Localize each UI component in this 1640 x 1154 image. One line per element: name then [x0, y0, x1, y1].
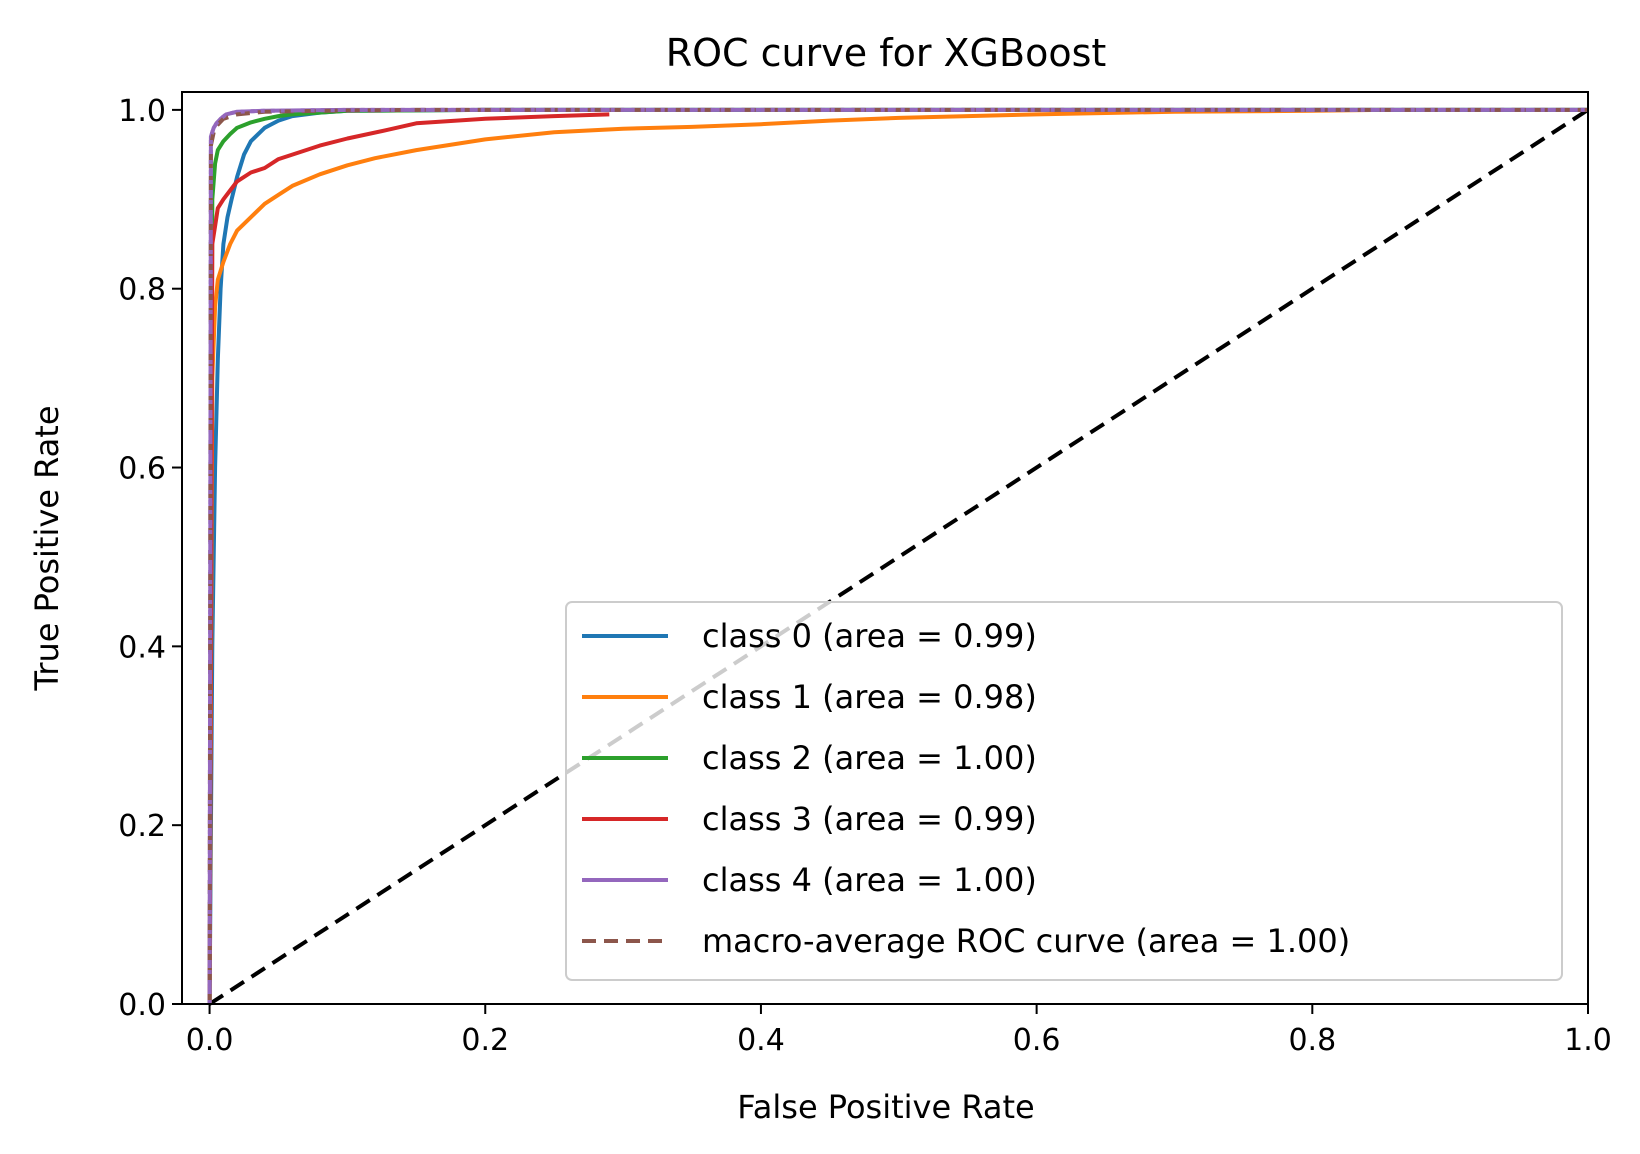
legend-entry-2: class 2 (area = 1.00) — [582, 739, 1037, 777]
legend-label: class 1 (area = 0.98) — [702, 678, 1037, 716]
legend-label: class 4 (area = 1.00) — [702, 861, 1037, 899]
legend-entry-5: macro-average ROC curve (area = 1.00) — [582, 922, 1350, 960]
legend-box — [565, 601, 1563, 981]
y-tick-label: 1.0 — [118, 94, 166, 129]
chart-title: ROC curve for XGBoost — [666, 31, 1107, 75]
x-axis-ticks: 0.0 0.2 0.4 0.6 0.8 1.0 — [186, 1004, 1612, 1058]
plot-frame — [181, 91, 1589, 1005]
x-tick-label: 0.0 — [186, 1023, 234, 1058]
y-tick-label: 0.4 — [118, 630, 166, 665]
legend-label: class 0 (area = 0.99) — [702, 617, 1037, 655]
legend-entry-0: class 0 (area = 0.99) — [582, 617, 1037, 655]
legend-label: macro-average ROC curve (area = 1.00) — [702, 922, 1350, 960]
legend-entry-1: class 1 (area = 0.98) — [582, 678, 1037, 716]
x-tick-label: 0.2 — [461, 1023, 509, 1058]
y-tick-label: 0.0 — [118, 988, 166, 1023]
legend-entry-3: class 3 (area = 0.99) — [582, 800, 1037, 838]
y-tick-label: 0.6 — [118, 452, 166, 487]
x-axis-label: False Positive Rate — [737, 1088, 1034, 1126]
legend-label: class 3 (area = 0.99) — [702, 800, 1037, 838]
series-line-3 — [207, 112, 610, 1005]
legend: class 0 (area = 0.99) class 1 (area = 0.9… — [565, 601, 1563, 981]
y-tick-label: 0.2 — [118, 809, 166, 844]
y-axis-label: True Positive Rate — [28, 405, 66, 691]
series-line-overlay-4 — [207, 107, 1588, 1005]
y-axis-ticks: 0.0 0.2 0.4 0.6 0.8 1.0 — [118, 94, 182, 1023]
x-tick-label: 0.8 — [1288, 1023, 1336, 1058]
legend-entry-4: class 4 (area = 1.00) — [582, 861, 1037, 899]
x-tick-label: 1.0 — [1564, 1023, 1612, 1058]
plot-area — [207, 107, 1590, 1006]
y-tick-label: 0.8 — [118, 273, 166, 308]
x-tick-label: 0.4 — [737, 1023, 785, 1058]
x-tick-label: 0.6 — [1013, 1023, 1061, 1058]
legend-label: class 2 (area = 1.00) — [702, 739, 1037, 777]
series-line-1 — [207, 107, 1382, 1005]
